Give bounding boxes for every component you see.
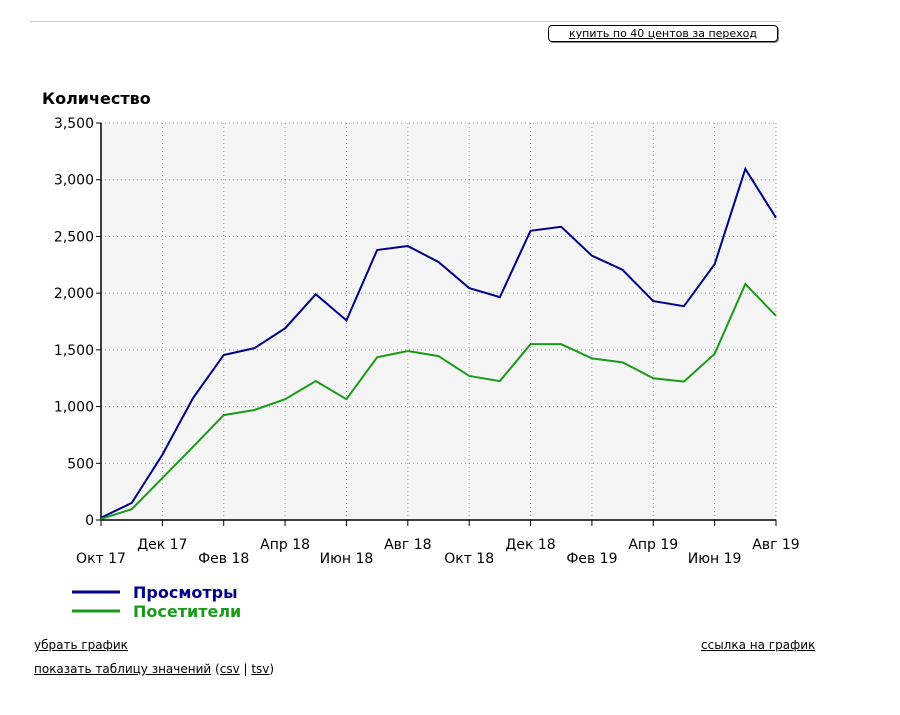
chart-link[interactable]: ссылка на график — [701, 638, 816, 652]
legend-label: Посетители — [133, 602, 241, 621]
y-tick-label: 1,000 — [54, 400, 94, 416]
y-tick-label: 0 — [85, 513, 94, 529]
divider — [30, 21, 782, 22]
legend-label: Просмотры — [133, 583, 238, 602]
x-tick-label: Авг 19 — [752, 537, 799, 553]
paren-open: ( — [215, 662, 220, 676]
x-tick-label: Июн 19 — [688, 551, 742, 567]
remove-chart-link[interactable]: убрать график — [34, 638, 128, 652]
plot-area — [101, 123, 776, 520]
x-tick-label: Окт 18 — [444, 551, 494, 567]
line-chart: 0 500 1,000 1,500 2,000 2,500 3,000 3,500 Окт 17… — [42, 89, 800, 621]
tsv-link[interactable]: tsv — [251, 662, 270, 676]
y-tick-label: 3,500 — [54, 116, 94, 132]
x-tick-label: Апр 19 — [628, 537, 678, 553]
x-tick-label: Фев 18 — [198, 551, 249, 567]
x-tick-label: Фев 19 — [566, 551, 617, 567]
series-line-views — [100, 166, 777, 519]
x-tick-label: Апр 18 — [260, 537, 310, 553]
y-axis-title: Количество — [42, 89, 151, 108]
y-tick-label: 2,500 — [54, 229, 94, 245]
x-tick-label: Авг 18 — [384, 537, 431, 553]
y-tick-label: 500 — [67, 456, 94, 472]
show-table-link[interactable]: показать таблицу значений — [34, 662, 212, 676]
y-tick-label: 2,000 — [54, 286, 94, 302]
y-tick-label: 3,000 — [54, 173, 94, 189]
series-line-visitors — [100, 282, 777, 520]
table-links: показать таблицу значений (csv | tsv) — [34, 662, 274, 676]
x-tick-label: Окт 17 — [76, 551, 126, 567]
separator: | — [239, 662, 252, 676]
buy-button[interactable]: купить по 40 центов за переход — [548, 25, 778, 42]
x-tick-label: Дек 17 — [137, 537, 187, 553]
csv-link[interactable]: csv — [219, 662, 240, 676]
paren-close: ) — [269, 662, 275, 676]
x-tick-label: Июн 18 — [320, 551, 374, 567]
x-tick-label: Дек 18 — [505, 537, 555, 553]
y-tick-label: 1,500 — [54, 343, 94, 359]
